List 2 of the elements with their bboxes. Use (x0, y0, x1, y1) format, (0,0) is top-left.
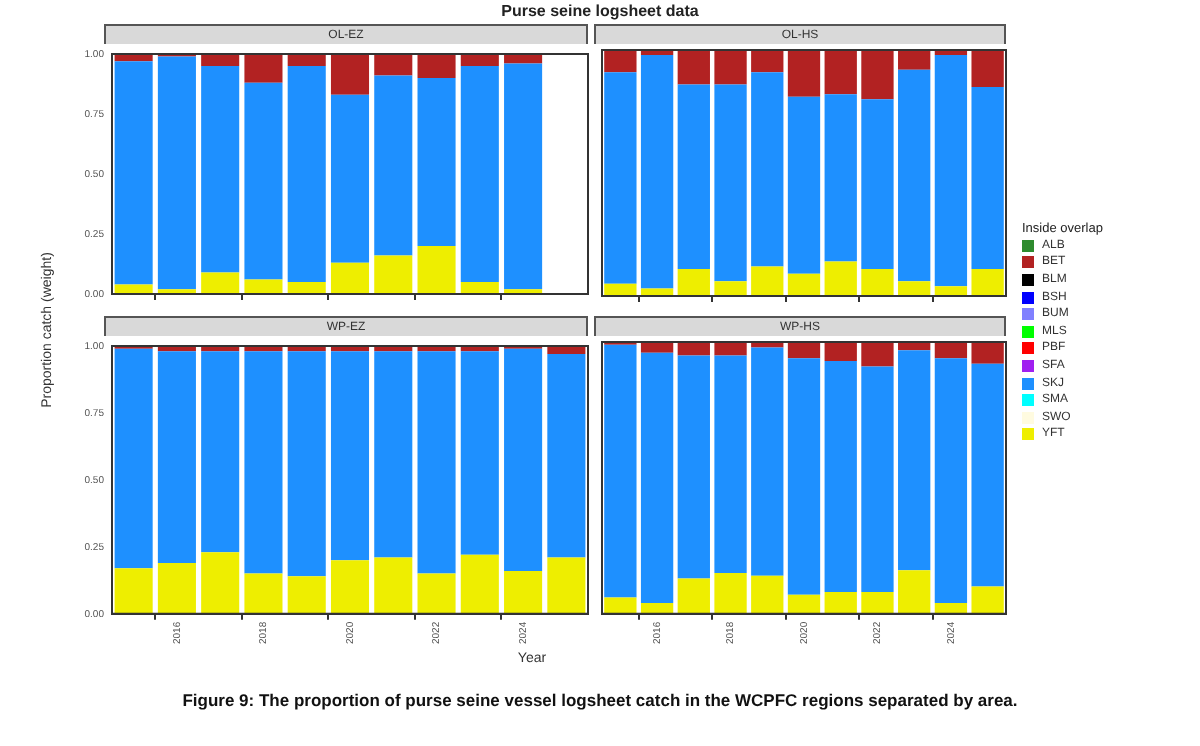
caption: Figure 9: The proportion of purse seine vessel logsheet catch in the WCPFC regions separated by area. (180, 690, 1020, 710)
chart-title: Purse seine logsheet data (499, 2, 701, 20)
